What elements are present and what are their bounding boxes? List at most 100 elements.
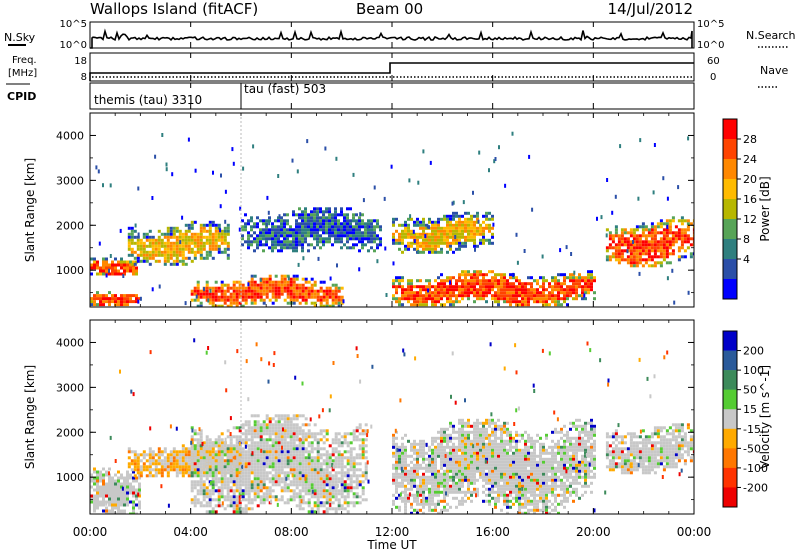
velocity-cell (283, 456, 287, 460)
power-cell (440, 217, 443, 221)
power-cell (109, 183, 112, 188)
velocity-cell (289, 489, 293, 493)
velocity-cell (259, 429, 263, 433)
power-cell (274, 225, 277, 229)
power-cell (334, 207, 337, 211)
power-cell (416, 279, 419, 283)
power-cell (464, 279, 467, 283)
velocity-cell (117, 494, 120, 498)
velocity-cell (199, 441, 203, 445)
velocity-cell (458, 481, 461, 485)
velocity-cell (271, 441, 275, 445)
velocity-cell (458, 460, 461, 464)
power-cell (235, 292, 239, 296)
power-cell (458, 273, 461, 277)
power-cell (130, 229, 134, 233)
velocity-cell (205, 453, 209, 457)
power-cell (208, 220, 212, 224)
velocity-cell (452, 487, 455, 491)
velocity-cell (476, 478, 479, 482)
velocity-cell (277, 444, 281, 448)
power-cell (410, 217, 413, 221)
power-cell (401, 223, 404, 227)
velocity-cell (196, 501, 200, 505)
velocity-cell (476, 433, 479, 437)
power-cell (319, 298, 323, 302)
power-cell (449, 232, 452, 236)
power-cell (452, 223, 455, 227)
power-cell (482, 220, 485, 224)
velocity-cell (319, 495, 323, 499)
power-cell (638, 271, 641, 276)
power-cell (241, 228, 244, 232)
velocity-cell (401, 499, 404, 503)
velocity-cell (470, 439, 473, 443)
power-cell (175, 229, 179, 233)
power-cell (265, 286, 269, 290)
velocity-cell (280, 432, 284, 436)
velocity-cell (280, 480, 284, 484)
velocity-cell (232, 426, 236, 430)
power-cell (554, 294, 557, 298)
velocity-cell (202, 465, 206, 469)
power-cell (581, 276, 584, 280)
velocity-cell (455, 475, 458, 479)
power-cell (373, 231, 376, 235)
power-cell (437, 276, 440, 280)
power-cell (169, 229, 173, 233)
velocity-cell (226, 429, 230, 433)
velocity-cell (268, 417, 272, 421)
power-cell (629, 234, 633, 238)
power-cell (515, 303, 518, 307)
power-cell (283, 228, 286, 232)
power-cell (265, 240, 268, 244)
velocity-cell (313, 423, 317, 427)
power-cell (515, 300, 518, 304)
velocity-cell (413, 472, 416, 476)
power-cell (440, 226, 443, 230)
velocity-cell (416, 496, 419, 500)
velocity-cell (229, 486, 233, 490)
power-cell (211, 256, 215, 260)
velocity-cell (295, 471, 299, 475)
power-cell (572, 297, 575, 301)
power-cell (229, 298, 233, 302)
velocity-cell (419, 466, 422, 470)
velocity-cell (443, 472, 446, 476)
velocity-cell (214, 462, 218, 466)
velocity-cell (256, 495, 260, 499)
velocity-cell (238, 510, 242, 514)
power-cell (259, 280, 263, 284)
velocity-cell (434, 505, 437, 509)
power-cell (93, 300, 96, 304)
velocity-cell (235, 459, 239, 463)
velocity-cell (319, 456, 323, 460)
velocity-cell (307, 423, 311, 427)
power-cell (178, 229, 182, 233)
power-cell (426, 224, 429, 229)
velocity-cell (473, 454, 476, 458)
velocity-cell (108, 512, 111, 514)
power-cell (674, 231, 678, 235)
velocity-cell (129, 500, 132, 504)
velocity-cell (298, 483, 302, 487)
power-cell (451, 201, 454, 206)
power-cell (304, 240, 307, 244)
power-cell (467, 220, 470, 224)
velocity-cell (440, 439, 443, 443)
velocity-cell (271, 489, 275, 493)
power-cell (482, 229, 485, 233)
velocity-cell (434, 445, 437, 449)
power-cell (367, 219, 370, 223)
power-cell (572, 288, 575, 292)
power-cell (274, 289, 278, 293)
power-cell (355, 222, 358, 226)
velocity-cell (331, 468, 335, 472)
power-cell (458, 214, 461, 218)
power-cell (542, 297, 545, 301)
velocity-cell (199, 501, 203, 505)
power-cell (482, 294, 485, 298)
power-cell (650, 255, 654, 259)
power-cell (677, 258, 681, 262)
velocity-cell (229, 447, 233, 451)
